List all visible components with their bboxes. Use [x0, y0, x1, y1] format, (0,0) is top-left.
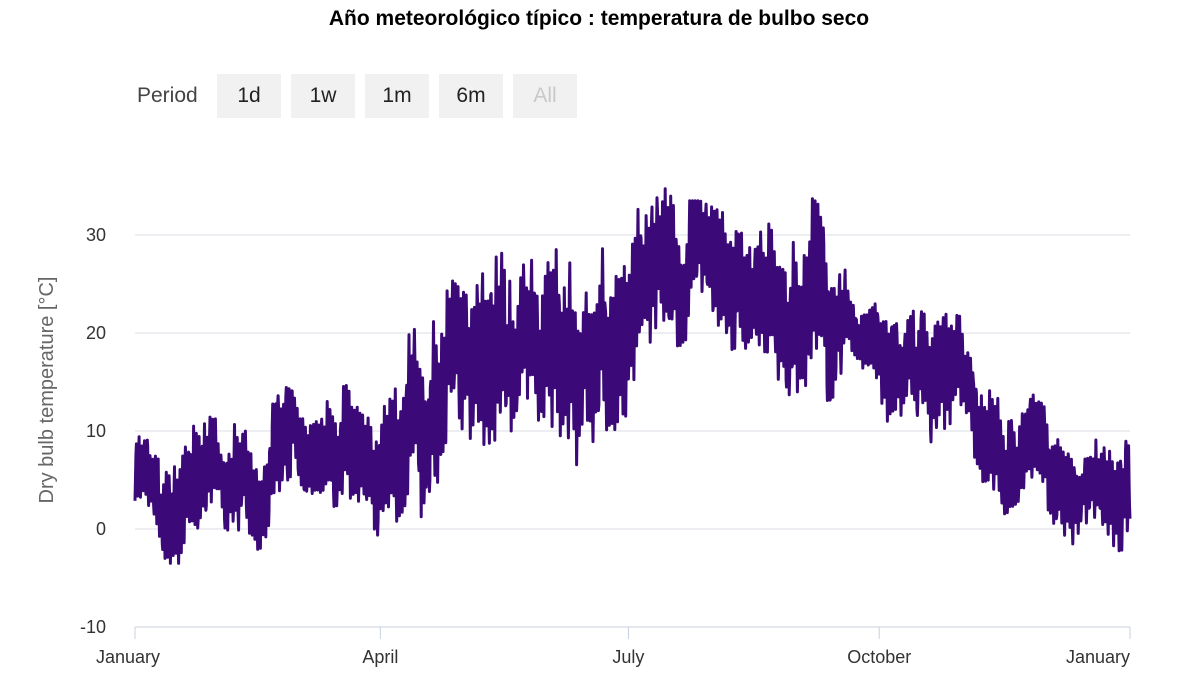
period-button-1d[interactable]: 1d [217, 74, 281, 118]
series-line-dry-bulb-temperature [133, 187, 1132, 565]
period-button-6m[interactable]: 6m [439, 74, 503, 118]
period-label: Period [137, 84, 198, 107]
period-button-1w[interactable]: 1w [291, 74, 355, 118]
period-button-1m[interactable]: 1m [365, 74, 429, 118]
period-button-all: All [513, 74, 577, 118]
y-tick-label: 20 [86, 323, 106, 343]
y-gridlines [135, 234, 1130, 530]
x-tick-label: October [847, 647, 911, 667]
y-tick-labels: -10 0 10 20 30 [80, 225, 106, 637]
y-tick-label: 10 [86, 421, 106, 441]
series-group [133, 187, 1132, 565]
y-axis-label: Dry bulb temperature [°C] [36, 277, 58, 504]
x-tick-label: July [612, 647, 644, 667]
x-tick-label: January [96, 647, 160, 667]
x-tick-label: January [1066, 647, 1130, 667]
x-tick-label: April [362, 647, 398, 667]
y-tick-label: -10 [80, 617, 106, 637]
x-ticks: January April July October January [96, 627, 1131, 667]
chart-title: Año meteorológico típico : temperatura d… [328, 7, 870, 30]
y-tick-label: 30 [86, 225, 106, 245]
y-tick-label: 0 [96, 519, 106, 539]
